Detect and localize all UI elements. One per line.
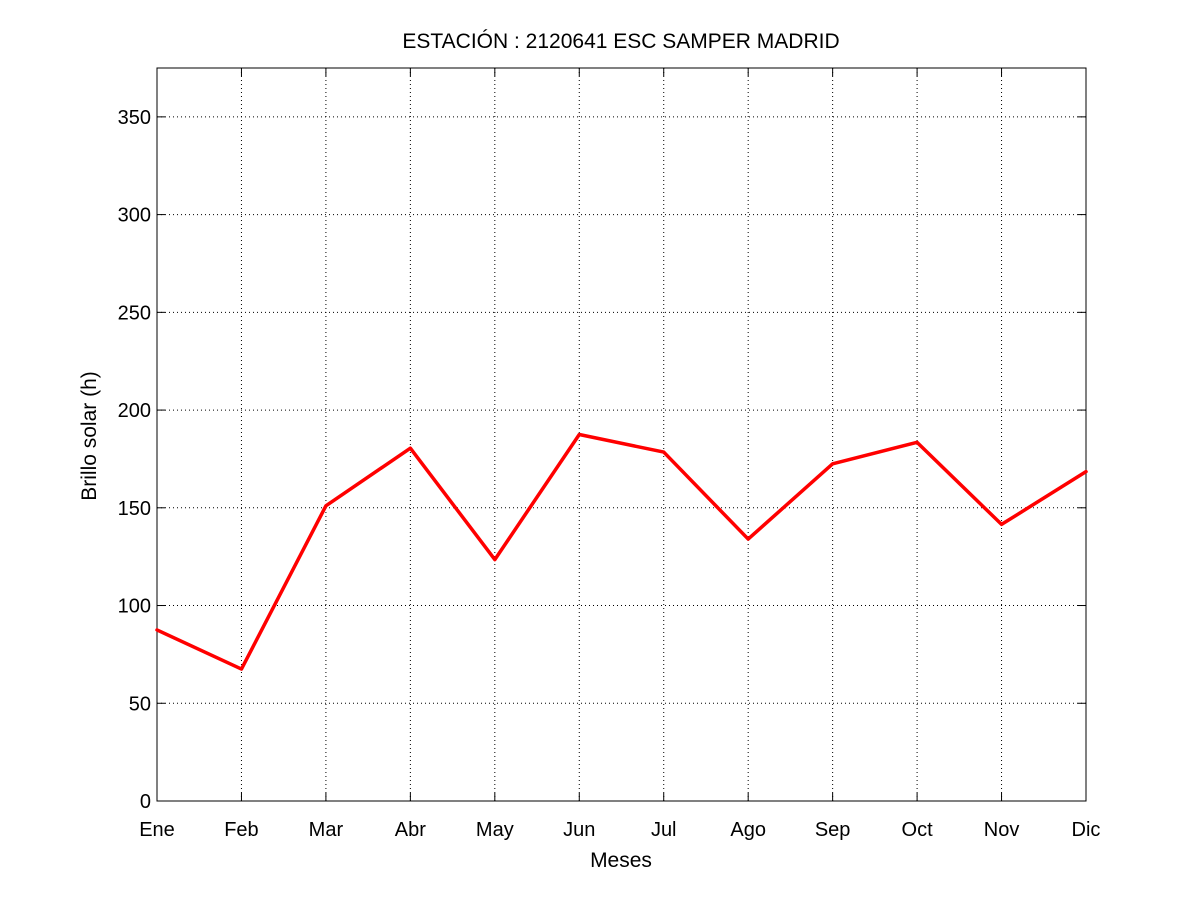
x-tick-label: Ago	[730, 819, 766, 841]
x-tick-label: Nov	[984, 819, 1020, 841]
y-tick-label: 150	[118, 498, 151, 520]
data-point-dic	[1084, 470, 1088, 473]
ticks-layer: 0 50 100 150 200 250 300 350 Ene Feb Mar Abr May Jun J…	[118, 68, 1101, 841]
x-axis-label: Meses	[590, 849, 652, 872]
x-tick-label: Mar	[309, 819, 344, 841]
data-point-nov	[1000, 523, 1003, 526]
y-tick-label: 250	[118, 302, 151, 324]
x-tick-label: Jun	[563, 819, 595, 841]
data-point-sep	[831, 462, 834, 466]
data-point-oct	[915, 441, 919, 444]
y-tick-label: 300	[118, 205, 151, 227]
data-point-may	[493, 558, 497, 561]
x-tick-label: Sep	[815, 819, 851, 841]
plot-area	[156, 67, 1087, 802]
x-tick-label: Jul	[651, 819, 677, 841]
x-tick-label: Dic	[1072, 819, 1101, 841]
x-tick-label: Ene	[139, 819, 175, 841]
chart-title: ESTACIÓN : 2120641 ESC SAMPER MADRID	[402, 30, 839, 53]
y-tick-label: 350	[118, 107, 151, 129]
data-point-abr	[409, 446, 412, 450]
y-tick-label: 200	[118, 400, 151, 422]
data-point-jul	[662, 450, 665, 454]
series-layer	[155, 432, 1088, 671]
data-point-feb	[240, 667, 243, 671]
x-tick-label: Feb	[224, 819, 258, 841]
series-line	[155, 432, 1088, 671]
y-axis-label: Brillo solar (h)	[78, 371, 101, 501]
grid-layer	[157, 68, 1086, 801]
x-tick-label: May	[476, 819, 514, 841]
y-tick-label: 100	[118, 596, 151, 618]
data-point-ago	[746, 537, 750, 541]
y-tick-label: 50	[129, 693, 151, 715]
data-point-jun	[578, 433, 581, 436]
y-tick-label: 0	[140, 791, 151, 813]
x-tick-label: Oct	[902, 819, 934, 841]
data-point-ene	[155, 628, 159, 632]
data-point-mar	[324, 504, 328, 508]
x-tick-label: Abr	[395, 819, 426, 841]
